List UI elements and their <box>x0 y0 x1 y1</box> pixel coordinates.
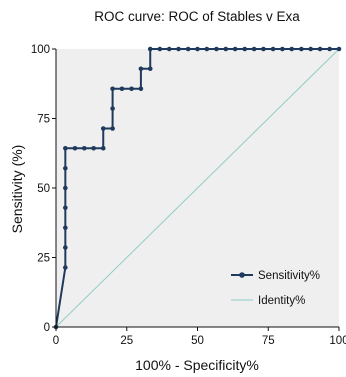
sensitivity-point-17 <box>129 86 134 92</box>
x-tick-label-1: 25 <box>120 335 133 347</box>
sensitivity-point-30 <box>232 46 238 52</box>
sensitivity-point-27 <box>204 46 210 52</box>
y-tick-label-0: 0 <box>44 322 50 334</box>
sensitivity-point-40 <box>327 46 332 52</box>
sensitivity-point-22 <box>157 46 163 52</box>
x-tick-label-3: 75 <box>262 335 275 347</box>
chart-title: ROC curve: ROC of Stables v Exa <box>94 9 300 24</box>
sensitivity-point-26 <box>195 46 200 52</box>
x-axis-ticks: 0 25 50 75 100 <box>53 327 346 347</box>
y-tick-label-4: 100 <box>31 44 50 56</box>
x-tick-label-0: 0 <box>53 335 59 347</box>
legend-sensitivity-label: Sensitivity% <box>258 270 320 282</box>
sensitivity-point-31 <box>242 46 248 52</box>
sensitivity-point-20 <box>147 66 153 72</box>
sensitivity-point-7 <box>63 145 68 151</box>
sensitivity-point-12 <box>100 126 106 131</box>
sensitivity-point-24 <box>176 46 181 52</box>
sensitivity-point-2 <box>63 245 68 250</box>
sensitivity-point-33 <box>261 46 266 52</box>
sensitivity-point-6 <box>63 165 68 171</box>
sensitivity-point-21 <box>147 46 153 52</box>
y-tick-label-1: 25 <box>37 253 50 265</box>
legend-sensitivity-marker <box>239 272 245 278</box>
y-axis-ticks: 0 25 50 75 100 <box>31 44 56 334</box>
sensitivity-point-18 <box>138 86 144 92</box>
sensitivity-point-9 <box>82 145 87 151</box>
y-tick-label-3: 75 <box>37 114 50 126</box>
legend: Sensitivity% Identity% <box>231 270 320 307</box>
sensitivity-point-35 <box>280 46 285 52</box>
sensitivity-point-28 <box>214 46 219 52</box>
sensitivity-point-5 <box>63 185 68 191</box>
sensitivity-point-41 <box>336 46 342 52</box>
y-axis-title: Sensitivity (%) <box>9 145 25 234</box>
sensitivity-point-38 <box>308 46 314 52</box>
sensitivity-point-4 <box>63 205 68 211</box>
sensitivity-point-34 <box>270 46 276 52</box>
sensitivity-point-19 <box>138 66 144 72</box>
sensitivity-point-10 <box>91 145 96 151</box>
sensitivity-point-13 <box>110 126 115 131</box>
x-tick-label-2: 50 <box>191 335 204 347</box>
identity-line <box>55 48 340 328</box>
sensitivity-point-37 <box>299 46 304 52</box>
y-tick-label-2: 50 <box>37 183 50 195</box>
sensitivity-point-23 <box>166 46 172 52</box>
sensitivity-point-14 <box>110 106 115 111</box>
sensitivity-point-29 <box>223 46 229 52</box>
sensitivity-point-3 <box>63 225 68 231</box>
sensitivity-point-32 <box>251 46 257 52</box>
sensitivity-point-8 <box>72 145 78 151</box>
sensitivity-point-36 <box>289 46 295 52</box>
sensitivity-point-16 <box>119 86 125 92</box>
sensitivity-point-25 <box>185 46 191 52</box>
sensitivity-point-39 <box>317 46 323 52</box>
x-axis-title: 100% - Specificity% <box>135 357 259 373</box>
legend-identity-label: Identity% <box>258 295 305 307</box>
sensitivity-point-1 <box>63 265 68 270</box>
sensitivity-point-15 <box>110 86 115 92</box>
sensitivity-point-11 <box>100 145 106 151</box>
x-tick-label-4: 100 <box>329 335 346 347</box>
